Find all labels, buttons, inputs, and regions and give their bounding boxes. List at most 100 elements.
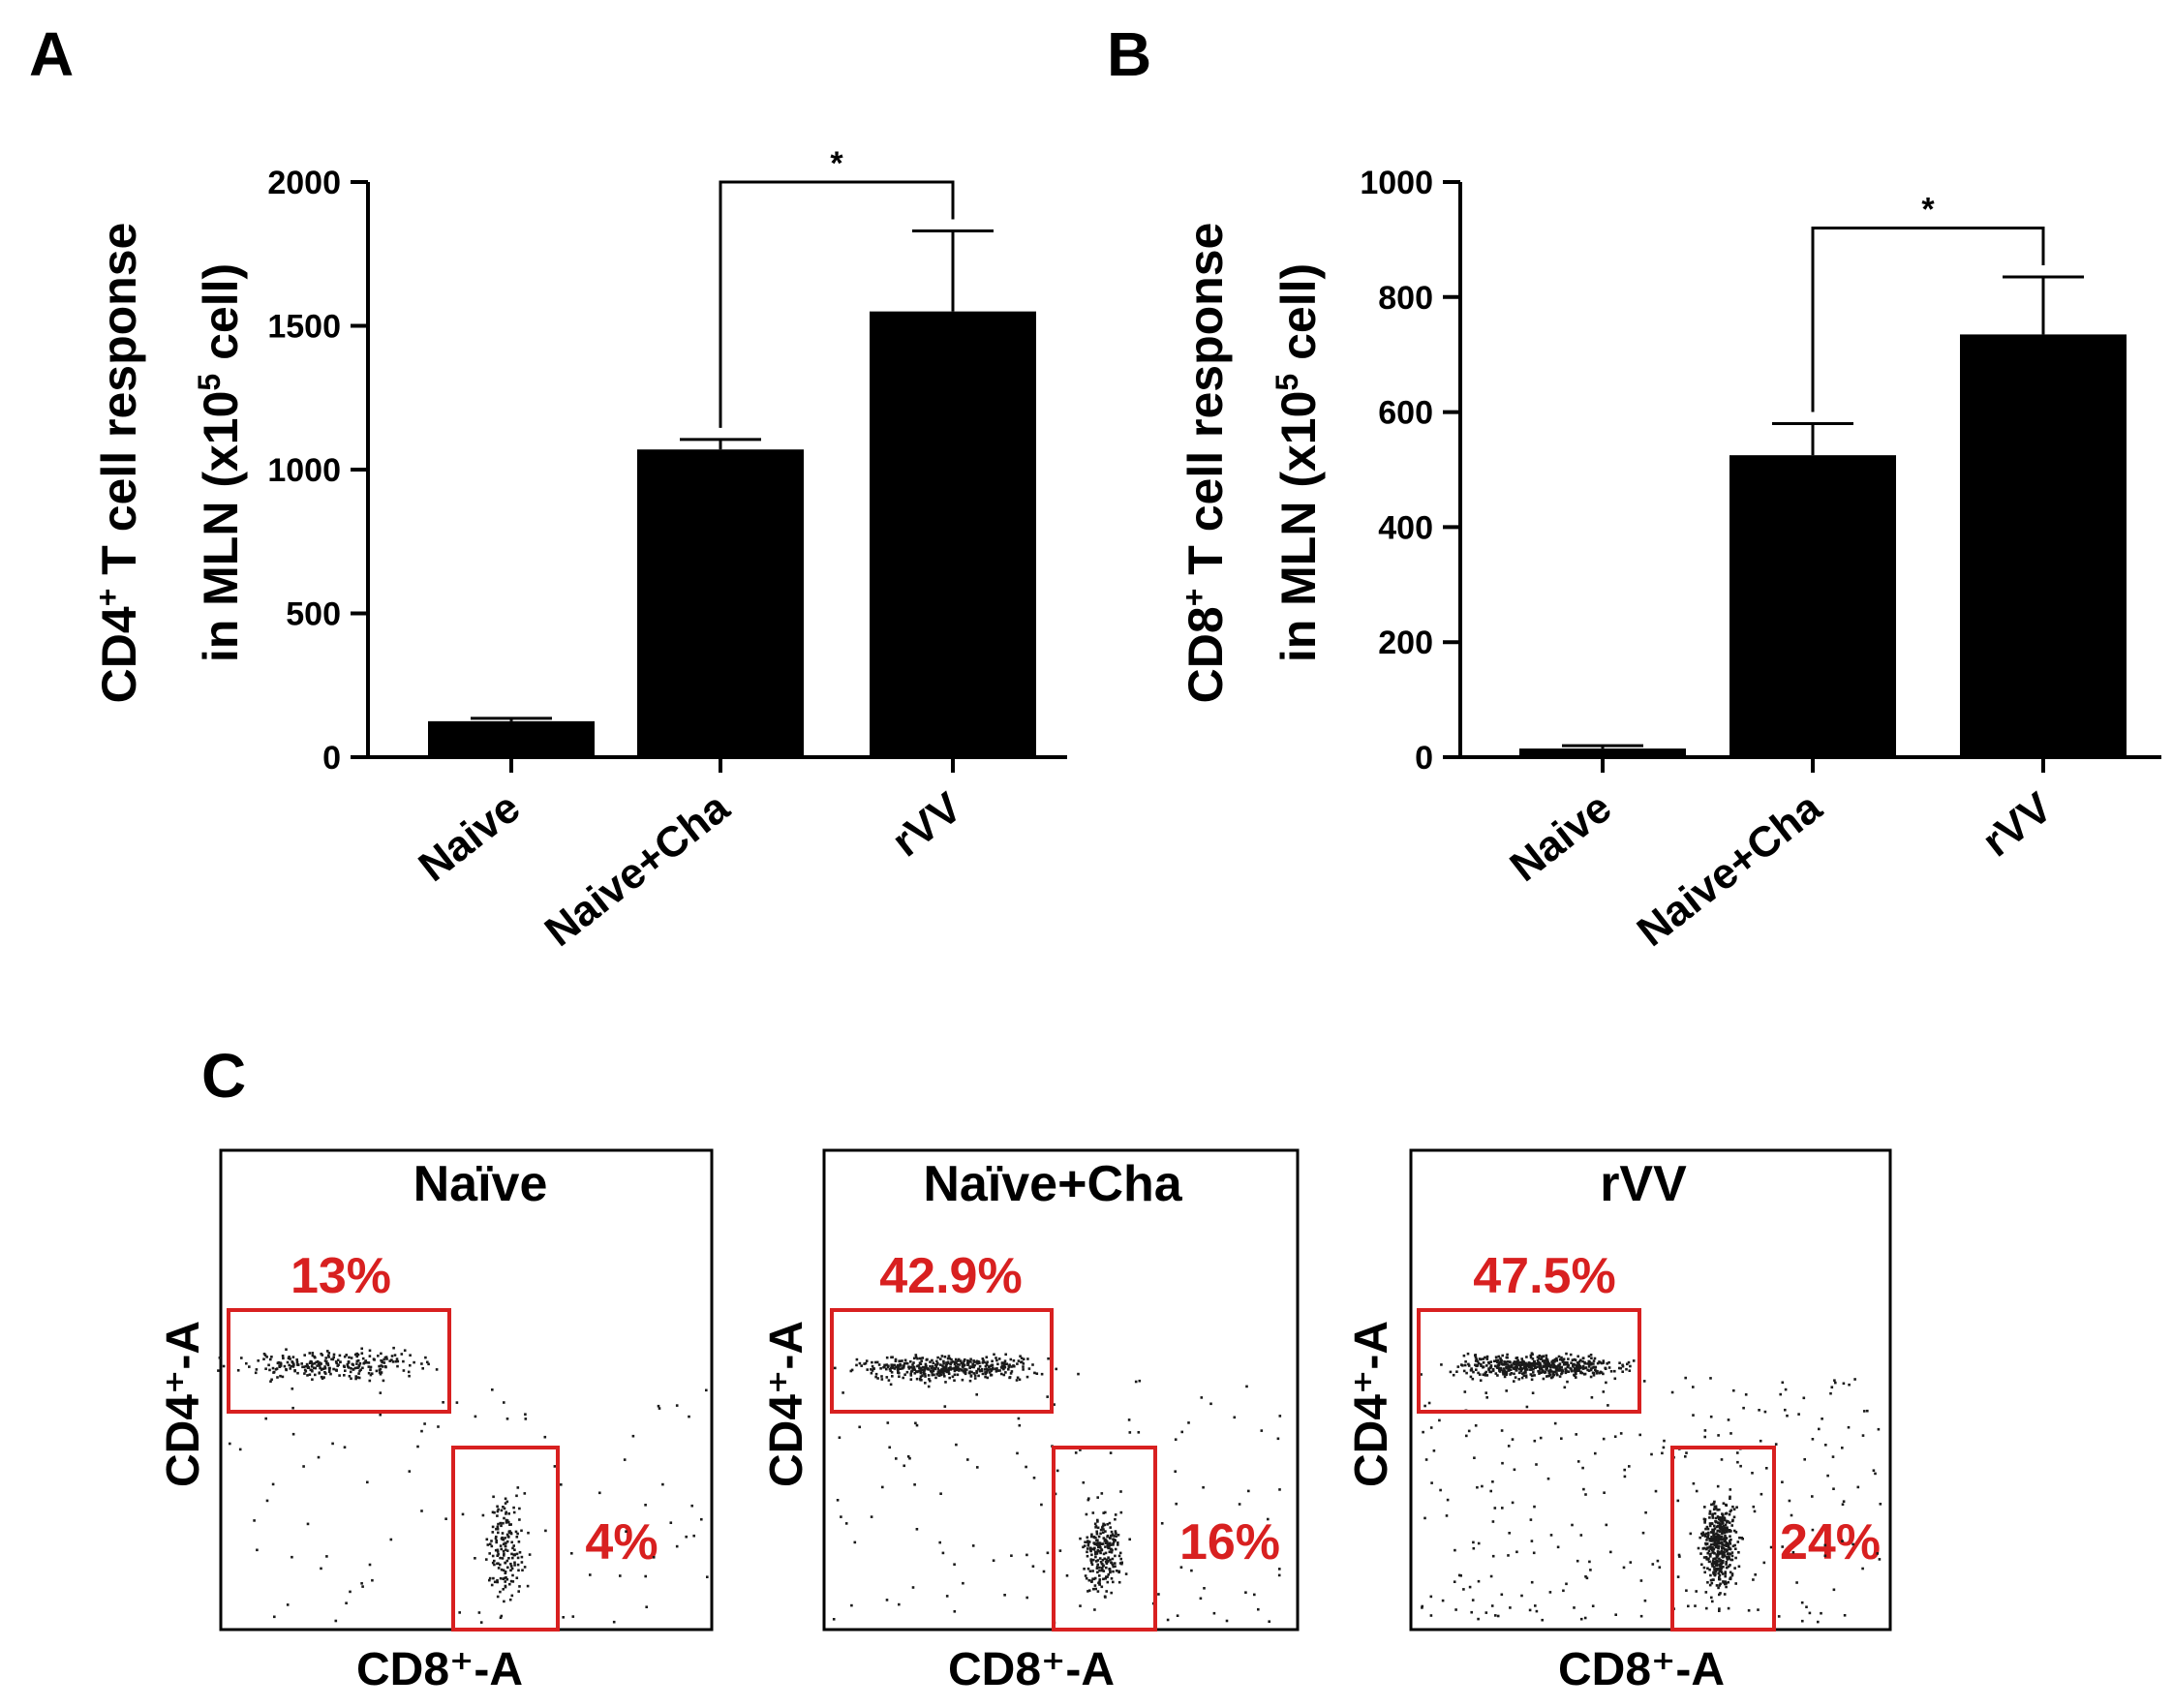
- event-dot: [1602, 1361, 1606, 1364]
- event-dot: [1542, 1364, 1546, 1368]
- event-dot: [1832, 1487, 1835, 1490]
- event-dot: [1781, 1381, 1785, 1385]
- event-dot: [1499, 1357, 1502, 1360]
- event-dot: [1504, 1363, 1507, 1366]
- event-dot: [1623, 1468, 1626, 1472]
- event-dot: [877, 1363, 881, 1366]
- event-dot: [281, 1375, 285, 1379]
- event-dot: [253, 1519, 256, 1522]
- event-dot: [1520, 1367, 1523, 1371]
- event-dot: [350, 1357, 353, 1359]
- event-dot: [505, 1500, 509, 1504]
- event-dot: [1537, 1357, 1541, 1360]
- event-dot: [1561, 1360, 1565, 1363]
- event-dot: [461, 1512, 465, 1516]
- event-dot: [255, 1368, 259, 1371]
- event-dot: [327, 1352, 331, 1355]
- event-dot: [503, 1554, 505, 1557]
- event-dot: [963, 1364, 965, 1367]
- event-dot: [1528, 1362, 1532, 1366]
- event-dot: [1522, 1371, 1526, 1375]
- event-dot: [505, 1541, 507, 1545]
- event-dot: [929, 1369, 933, 1373]
- event-dot: [1497, 1355, 1501, 1358]
- event-dot: [271, 1366, 275, 1370]
- event-dot: [1622, 1566, 1626, 1570]
- event-dot: [1763, 1410, 1767, 1414]
- event-dot: [949, 1365, 952, 1369]
- event-dot: [898, 1375, 901, 1378]
- event-dot: [1695, 1590, 1698, 1593]
- event-dot: [279, 1364, 283, 1367]
- event-dot: [324, 1372, 327, 1375]
- event-dot: [276, 1361, 280, 1365]
- event-dot: [383, 1361, 386, 1364]
- event-dot: [1602, 1437, 1606, 1441]
- event-dot: [416, 1445, 419, 1449]
- event-dot: [494, 1537, 498, 1540]
- event-dot: [1797, 1413, 1800, 1416]
- event-dot: [904, 1361, 907, 1365]
- event-dot: [1003, 1594, 1006, 1597]
- event-dot: [1501, 1507, 1504, 1510]
- event-dot: [1562, 1357, 1566, 1360]
- event-dot: [509, 1569, 512, 1572]
- event-dot: [1729, 1542, 1732, 1545]
- event-dot: [1670, 1390, 1674, 1394]
- event-dot: [1573, 1368, 1576, 1372]
- event-dot: [1209, 1402, 1212, 1406]
- event-dot: [455, 1401, 459, 1404]
- event-dot: [1551, 1361, 1554, 1365]
- event-dot: [1462, 1354, 1466, 1357]
- event-dot: [982, 1358, 985, 1362]
- event-dot: [303, 1372, 306, 1375]
- event-dot: [1473, 1456, 1476, 1459]
- event-dot: [1533, 1363, 1536, 1366]
- event-dot: [509, 1562, 512, 1566]
- event-dot: [929, 1360, 932, 1363]
- event-dot: [961, 1378, 964, 1382]
- event-dot: [1777, 1615, 1781, 1618]
- event-dot: [1001, 1366, 1004, 1370]
- event-dot: [1708, 1510, 1712, 1513]
- event-dot: [999, 1372, 1003, 1376]
- event-dot: [1576, 1355, 1579, 1358]
- event-dot: [1104, 1596, 1107, 1599]
- event-dot: [1477, 1371, 1480, 1375]
- event-dot: [1795, 1581, 1798, 1584]
- event-dot: [1476, 1364, 1479, 1367]
- event-dot: [1548, 1364, 1551, 1367]
- event-dot: [985, 1371, 989, 1374]
- event-dot: [1098, 1557, 1102, 1560]
- event-dot: [1108, 1521, 1112, 1525]
- event-dot: [1084, 1540, 1086, 1543]
- event-dot: [1558, 1369, 1561, 1372]
- event-dot: [1717, 1539, 1721, 1542]
- event-dot: [1464, 1360, 1467, 1363]
- event-dot: [1003, 1359, 1007, 1362]
- flow-xlabel: CD8⁺-A: [1558, 1644, 1725, 1695]
- event-dot: [1079, 1449, 1082, 1451]
- event-dot: [1472, 1370, 1475, 1374]
- event-dot: [1723, 1526, 1727, 1529]
- event-dot: [1098, 1541, 1102, 1544]
- event-dot: [1112, 1538, 1115, 1540]
- event-dot: [853, 1540, 857, 1544]
- event-dot: [870, 1371, 873, 1375]
- event-dot: [1729, 1488, 1732, 1491]
- event-dot: [262, 1357, 265, 1360]
- event-dot: [1096, 1518, 1099, 1522]
- event-dot: [1607, 1360, 1610, 1364]
- event-dot: [1558, 1364, 1561, 1368]
- event-dot: [363, 1361, 366, 1364]
- event-dot: [369, 1365, 373, 1369]
- event-dot: [1174, 1438, 1178, 1441]
- event-dot: [927, 1374, 931, 1377]
- event-dot: [1507, 1445, 1511, 1448]
- event-dot: [1719, 1582, 1722, 1586]
- event-dot: [1533, 1359, 1536, 1363]
- event-dot: [326, 1363, 330, 1367]
- event-dot: [1104, 1530, 1107, 1533]
- event-dot: [286, 1360, 290, 1364]
- event-dot: [1722, 1524, 1726, 1528]
